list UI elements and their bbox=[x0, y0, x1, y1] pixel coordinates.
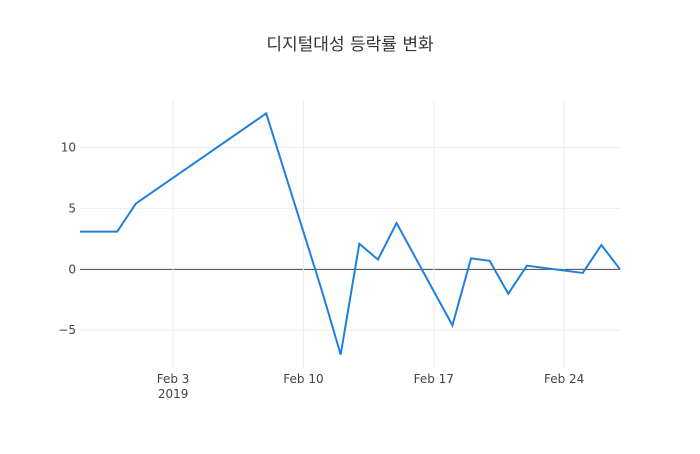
y-tick-label: 10 bbox=[61, 141, 76, 155]
x-tick-label: Feb 24 bbox=[544, 372, 584, 386]
y-tick-label: 5 bbox=[68, 201, 76, 215]
y-tick-label: −5 bbox=[58, 323, 76, 337]
x-tick-label: Feb 17 bbox=[414, 372, 454, 386]
x-tick-label: Feb 3 2019 bbox=[157, 372, 190, 401]
x-tick-label: Feb 10 bbox=[283, 372, 323, 386]
chart-title: 디지털대성 등락률 변화 bbox=[266, 35, 434, 55]
line bbox=[80, 111, 621, 355]
y-tick-label: 0 bbox=[68, 262, 76, 276]
